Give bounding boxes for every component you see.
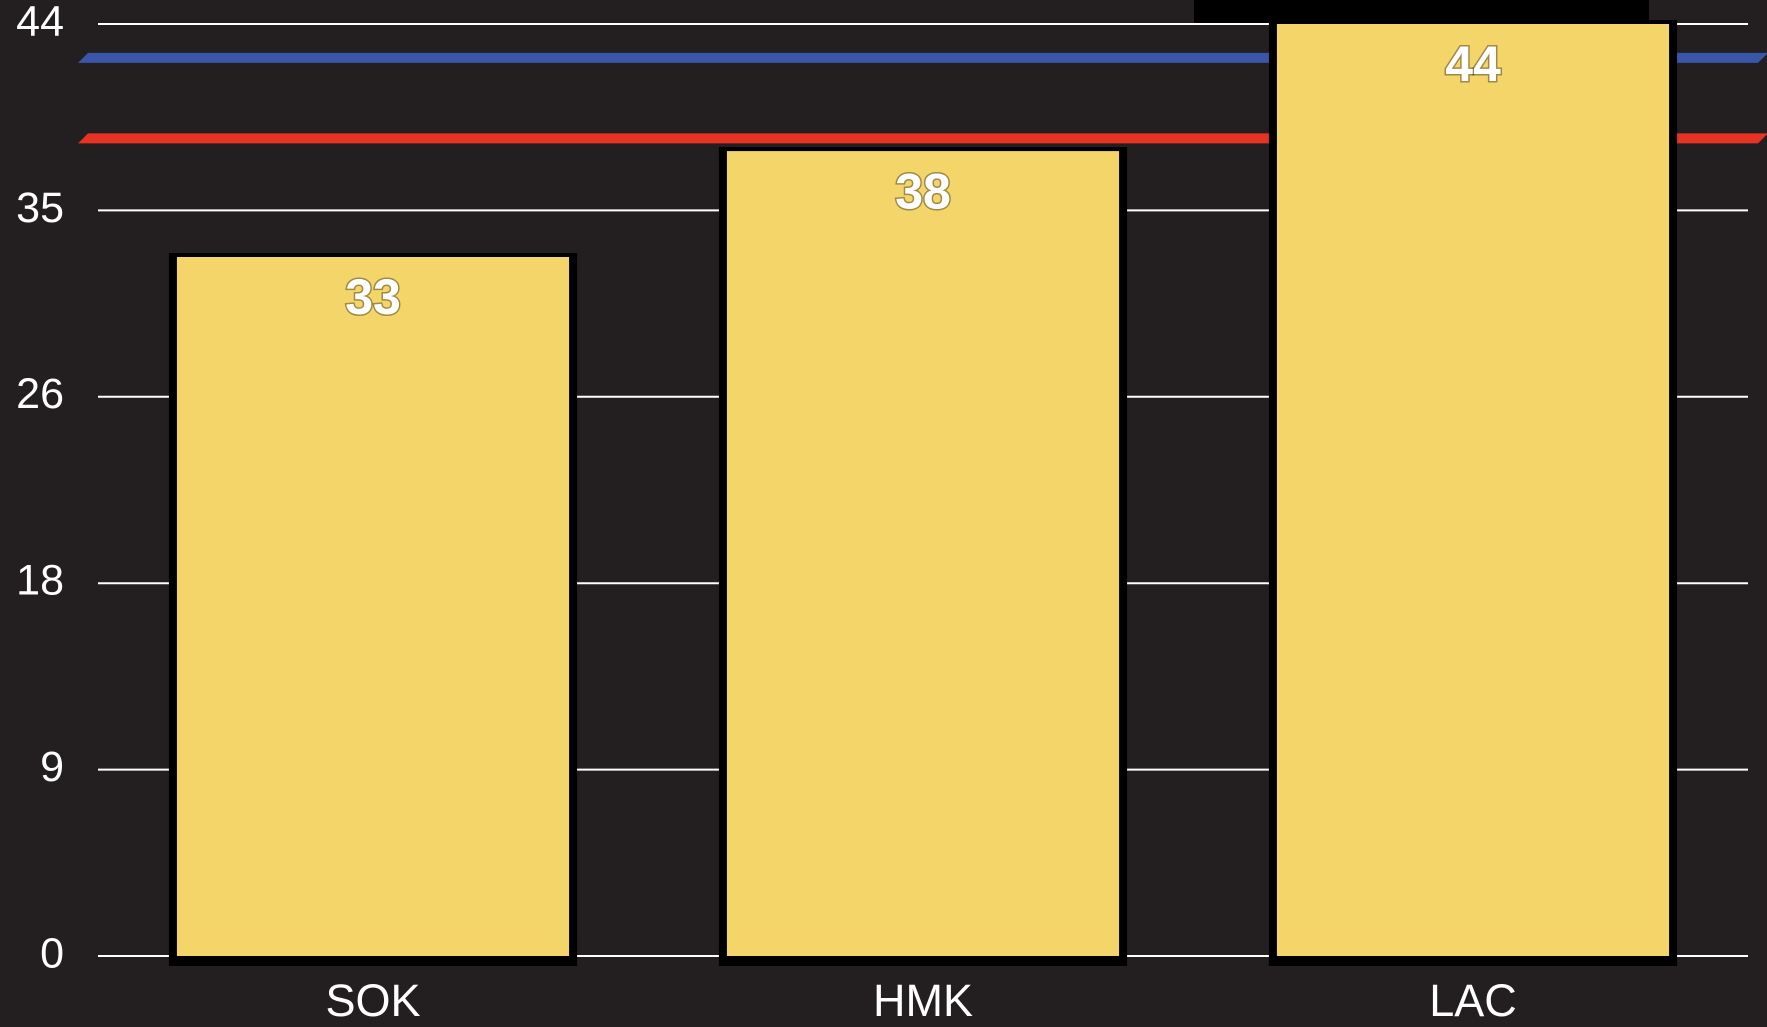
y-tick-label: 18 xyxy=(16,557,64,605)
y-tick-label: 44 xyxy=(16,0,64,45)
x-tick-label: LAC xyxy=(1429,975,1517,1026)
value-label: 33 xyxy=(345,269,401,325)
x-tick-label: SOK xyxy=(325,975,420,1026)
value-label: 44 xyxy=(1445,36,1501,92)
y-tick-label: 0 xyxy=(40,929,64,977)
x-tick-label: HMK xyxy=(873,975,973,1026)
y-tick-label: 9 xyxy=(40,743,64,791)
bar xyxy=(176,257,570,956)
y-tick-label: 26 xyxy=(16,370,64,418)
bar xyxy=(726,151,1120,956)
y-tick-label: 35 xyxy=(16,184,64,232)
value-label: 38 xyxy=(895,163,951,219)
bar xyxy=(1276,24,1670,956)
